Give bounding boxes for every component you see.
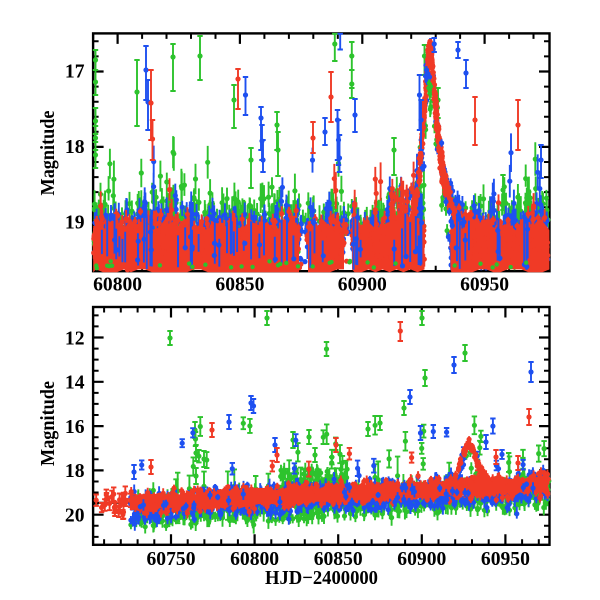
svg-text:19: 19 (65, 213, 85, 234)
svg-text:60850: 60850 (314, 549, 363, 570)
svg-text:60800: 60800 (93, 275, 142, 296)
svg-text:Magnitude: Magnitude (38, 110, 59, 195)
svg-text:60750: 60750 (147, 549, 196, 570)
svg-text:20: 20 (65, 506, 85, 527)
svg-text:17: 17 (65, 62, 85, 83)
svg-text:12: 12 (65, 328, 85, 349)
svg-text:60900: 60900 (397, 549, 446, 570)
svg-text:18: 18 (65, 461, 85, 482)
svg-text:60850: 60850 (215, 275, 264, 296)
svg-text:18: 18 (65, 137, 85, 158)
svg-text:16: 16 (65, 417, 85, 438)
svg-text:Magnitude: Magnitude (38, 381, 59, 466)
svg-text:60950: 60950 (481, 549, 530, 570)
svg-text:14: 14 (65, 373, 85, 394)
svg-text:60950: 60950 (460, 275, 509, 296)
svg-text:60900: 60900 (338, 275, 387, 296)
svg-text:60800: 60800 (230, 549, 279, 570)
svg-text:HJD−2400000: HJD−2400000 (265, 568, 378, 589)
